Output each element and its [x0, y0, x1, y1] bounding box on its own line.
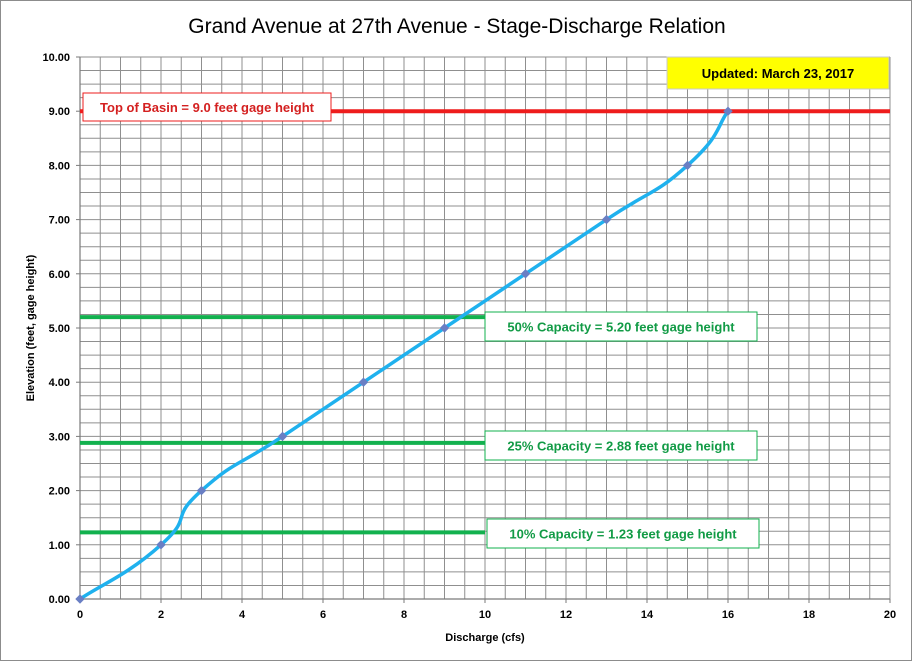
- data-point-marker: [75, 594, 85, 604]
- x-tick-label: 0: [77, 609, 83, 621]
- callouts: Top of Basin = 9.0 feet gage height 50% C…: [82, 56, 890, 549]
- capacity-25-callout: 25% Capacity = 2.88 feet gage height: [484, 430, 758, 461]
- y-tick-label: 1.00: [49, 540, 70, 552]
- callout-box: [484, 311, 758, 342]
- chart-title: Grand Avenue at 27th Avenue - Stage-Disc…: [188, 15, 725, 38]
- data-point-marker: [601, 214, 612, 225]
- data-point-marker: [682, 160, 693, 171]
- y-tick-label: 0.00: [49, 594, 70, 606]
- y-axis-label: Elevation (feet, gage height): [25, 254, 37, 401]
- rating-curve-line: [79, 110, 730, 601]
- x-tick-label: 6: [320, 609, 326, 621]
- y-tick-label: 6.00: [49, 269, 70, 281]
- y-tick-label: 5.00: [49, 323, 70, 335]
- callout-box: [484, 430, 758, 461]
- callout-label: Top of Basin = 9.0 feet gage height: [100, 100, 315, 115]
- y-tick-label: 2.00: [49, 486, 70, 498]
- x-tick-label: 10: [479, 609, 491, 621]
- callout-box: [486, 518, 760, 549]
- callout-label: 50% Capacity = 5.20 feet gage height: [507, 320, 735, 335]
- data-point-marker: [520, 269, 531, 279]
- axes: 0 2 4 6 8 10 12 14 16 18 20 0.00 1.00 2.00 3.00 4.00 5.0…: [42, 52, 896, 621]
- y-tick-label: 4.00: [49, 377, 70, 389]
- x-tick-label: 16: [722, 609, 734, 621]
- x-axis-label: Discharge (cfs): [445, 632, 525, 644]
- callout-box: [82, 92, 332, 122]
- capacity-10-callout: 10% Capacity = 1.23 feet gage height: [486, 518, 760, 549]
- updated-note: Updated: March 23, 2017: [666, 56, 890, 90]
- x-tick-label: 8: [401, 609, 407, 621]
- y-tick-label: 8.00: [49, 160, 70, 172]
- x-tick-label: 2: [158, 609, 164, 621]
- y-tick-label: 3.00: [49, 431, 70, 443]
- rating-curve-series: [75, 106, 733, 604]
- capacity-50-callout: 50% Capacity = 5.20 feet gage height: [484, 311, 758, 342]
- x-tick-label: 18: [803, 609, 815, 621]
- y-tick-label: 7.00: [49, 215, 70, 227]
- x-tick-label: 4: [239, 609, 246, 621]
- x-tick-label: 12: [560, 609, 572, 621]
- data-point-marker: [723, 106, 733, 116]
- data-point-marker: [196, 485, 207, 496]
- y-tick-label: 9.00: [49, 106, 70, 118]
- x-tick-label: 20: [884, 609, 896, 621]
- callout-label: 25% Capacity = 2.88 feet gage height: [507, 439, 735, 454]
- x-tick-label: 14: [641, 609, 654, 621]
- data-point-marker: [439, 323, 450, 333]
- updated-note-box: [666, 56, 890, 90]
- data-point-marker: [358, 377, 369, 387]
- data-point-marker: [156, 540, 166, 550]
- top-of-basin-callout: Top of Basin = 9.0 feet gage height: [82, 92, 332, 122]
- callout-label: 10% Capacity = 1.23 feet gage height: [509, 527, 737, 542]
- data-point-marker: [277, 431, 288, 442]
- y-tick-label: 10.00: [42, 52, 70, 64]
- updated-note-label: Updated: March 23, 2017: [702, 66, 854, 81]
